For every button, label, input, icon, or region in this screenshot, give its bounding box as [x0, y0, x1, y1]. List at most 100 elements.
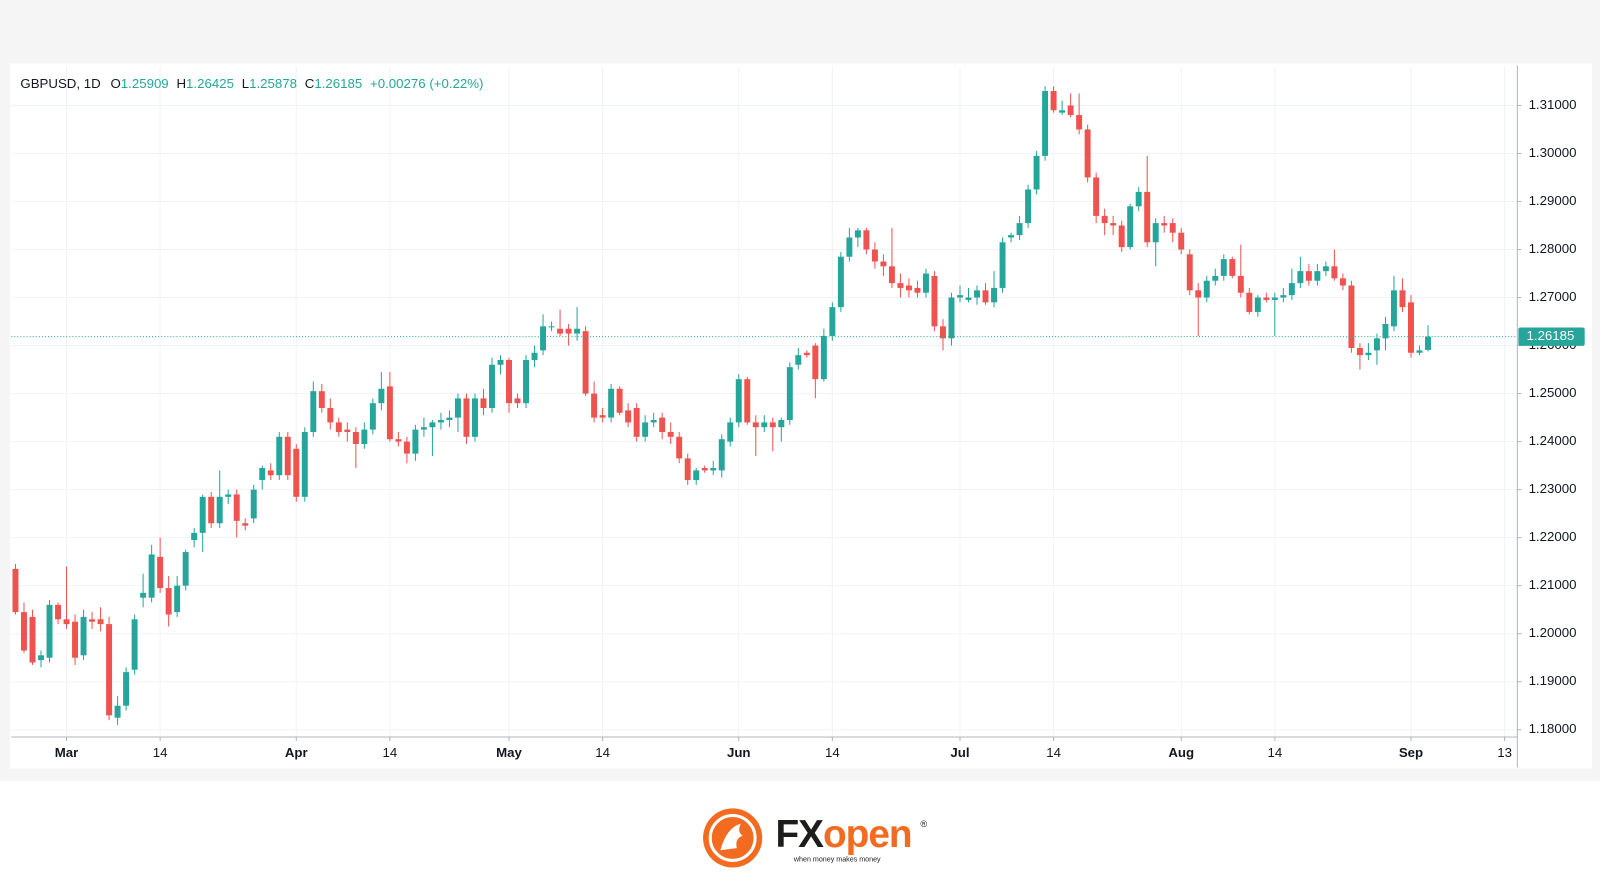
candle-body	[1416, 350, 1423, 353]
candle-body	[642, 422, 649, 437]
candle-body	[318, 391, 325, 408]
candle-body	[250, 489, 257, 519]
candle-body	[1390, 290, 1397, 327]
y-tick-label: 1.21000	[1529, 577, 1577, 592]
candle-body	[1399, 290, 1406, 308]
candle-body	[718, 439, 725, 471]
candle-body	[12, 568, 19, 613]
candle-body	[1016, 223, 1023, 236]
candle-body	[1288, 283, 1295, 296]
candle-body	[489, 364, 495, 408]
candle-body	[1186, 254, 1193, 291]
x-tick-label: 13	[1497, 745, 1512, 760]
candle-body	[1025, 189, 1032, 224]
candle-body	[1297, 271, 1304, 284]
candle-body	[616, 388, 623, 413]
candle-body	[625, 410, 632, 423]
candle-body	[1348, 285, 1355, 348]
last-price-tag	[1518, 327, 1585, 346]
candle-body	[1067, 105, 1074, 116]
candle-body	[1042, 91, 1049, 156]
candle-body	[1178, 232, 1185, 250]
candle-body	[80, 616, 87, 656]
candle-body	[540, 326, 547, 351]
candle-body	[761, 422, 768, 428]
candle-body	[97, 619, 104, 625]
candle-body	[225, 494, 232, 497]
candle-body	[1382, 323, 1389, 339]
candle-body	[888, 266, 895, 284]
candle-body	[420, 427, 427, 430]
candle-body	[293, 448, 300, 497]
open-value: 1.25909	[121, 75, 169, 90]
candle-body	[846, 237, 853, 257]
candle-body	[633, 407, 640, 437]
candle-body	[1373, 338, 1380, 351]
candle-body	[114, 705, 121, 718]
x-tick-label: 14	[595, 745, 610, 760]
candle-body	[557, 328, 564, 334]
close-label: C	[305, 75, 315, 90]
logo: FXopen ® when money makes money	[703, 808, 927, 868]
candle-body	[403, 441, 410, 454]
candle-body	[999, 242, 1006, 288]
candle-body	[548, 326, 555, 328]
footer-panel	[0, 780, 1600, 879]
candle-body	[693, 470, 700, 481]
candle-body	[974, 290, 980, 298]
candle-body	[1118, 225, 1125, 248]
x-tick-label: 14	[825, 745, 840, 760]
candle-body	[905, 285, 912, 291]
y-tick-label: 1.23000	[1529, 481, 1577, 496]
candle-body	[259, 468, 266, 481]
candle-body	[1101, 215, 1108, 224]
candle-body	[21, 612, 27, 651]
candle-body	[335, 422, 342, 432]
x-tick-label: Mar	[55, 745, 79, 760]
candle-body	[352, 431, 359, 445]
candle-body	[55, 604, 62, 620]
y-tick-label: 1.20000	[1529, 625, 1577, 640]
candle-body	[710, 468, 717, 471]
brand-open: open	[823, 813, 912, 856]
candle-body	[191, 532, 198, 541]
candle-body	[1280, 295, 1287, 298]
candle-body	[446, 417, 453, 420]
low-value: 1.25878	[249, 75, 297, 90]
candle-body	[667, 431, 674, 437]
candle-body	[948, 297, 955, 339]
candle-body	[965, 297, 972, 300]
candle-body	[1212, 275, 1219, 281]
y-tick-label: 1.27000	[1529, 289, 1577, 304]
candle-body	[361, 429, 368, 445]
candle-body	[863, 230, 870, 250]
high-value: 1.26425	[186, 75, 234, 90]
candle-body	[1305, 271, 1312, 281]
candle-body	[1203, 280, 1210, 298]
candle-body	[940, 326, 946, 339]
candle-body	[1356, 347, 1363, 356]
candle-body	[131, 619, 138, 670]
y-tick-label: 1.19000	[1529, 673, 1577, 688]
candle-body	[676, 436, 683, 459]
candle-body	[803, 352, 810, 356]
y-tick-label: 1.24000	[1529, 433, 1577, 448]
axes: 1.18000 1.19000 1.20000 1.21000 1.22000 1.230…	[55, 97, 1585, 760]
x-tick-label: Jun	[727, 745, 751, 760]
candle-body	[1093, 177, 1100, 216]
candle-body	[1220, 259, 1227, 276]
y-tick-label: 1.30000	[1529, 145, 1577, 160]
candle-body	[1050, 91, 1057, 111]
candle-body	[1161, 223, 1168, 226]
candle-body	[1144, 191, 1151, 243]
candle-body	[1110, 223, 1117, 226]
y-tick-label: 1.22000	[1529, 529, 1577, 544]
candle-body	[386, 386, 393, 440]
candle-body	[565, 328, 572, 334]
candle-body	[1331, 266, 1338, 279]
candle-body	[897, 283, 904, 288]
candle-body	[208, 496, 215, 524]
x-tick-label: 14	[153, 745, 168, 760]
